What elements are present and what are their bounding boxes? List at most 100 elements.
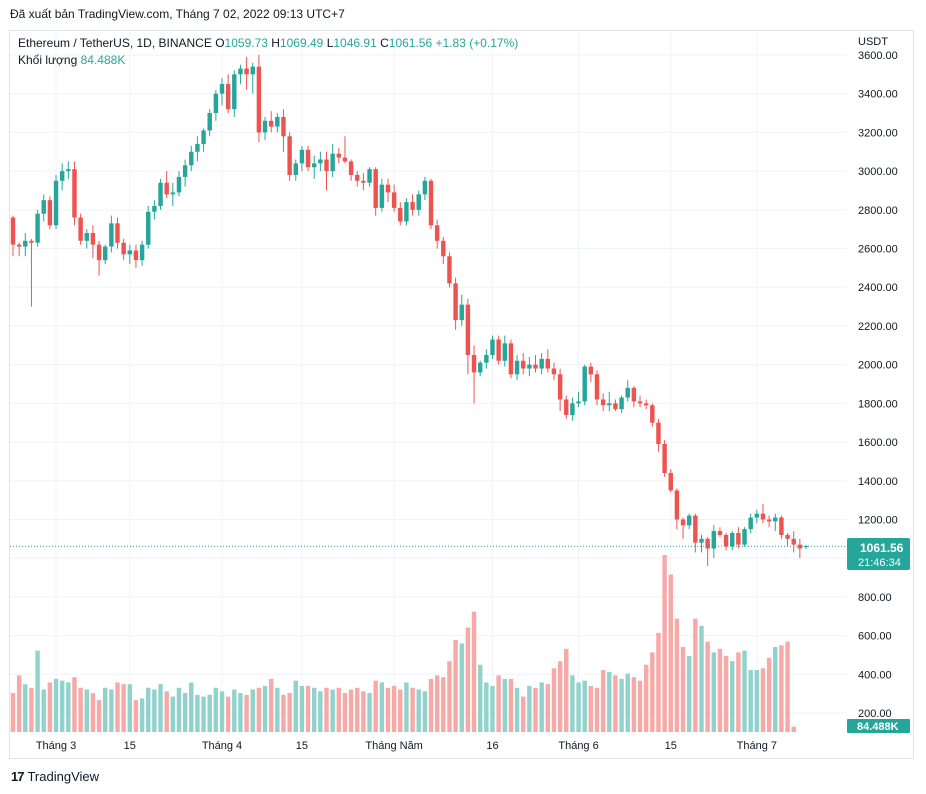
volume-bar xyxy=(336,687,342,732)
candle-body xyxy=(779,517,784,535)
volume-bar xyxy=(201,696,206,732)
candle-body xyxy=(373,169,378,208)
candle-body xyxy=(527,364,532,369)
candle-body xyxy=(477,362,483,373)
volume-bar xyxy=(158,684,163,732)
volume-bar xyxy=(90,693,96,732)
candle-body xyxy=(570,403,575,415)
candle-body xyxy=(281,116,286,137)
candle-body xyxy=(35,213,40,243)
volume-bar xyxy=(16,675,22,732)
volume-bar xyxy=(662,555,667,732)
candle-body xyxy=(582,366,587,402)
volume-bar xyxy=(250,689,255,732)
volume-bar xyxy=(631,677,637,732)
volume-bar xyxy=(760,668,766,732)
volume-bar xyxy=(680,647,686,732)
candle-body xyxy=(336,153,342,158)
volume-bar xyxy=(72,677,77,732)
volume-bar xyxy=(441,677,446,732)
candle-body xyxy=(201,130,206,145)
volume-bar xyxy=(564,648,569,732)
candle-body xyxy=(803,546,809,548)
candle-body xyxy=(115,223,120,243)
volume-bar xyxy=(730,661,735,732)
candle-body xyxy=(637,401,643,404)
candle-body xyxy=(576,401,581,404)
volume-bar xyxy=(693,618,698,732)
volume-bar xyxy=(379,682,385,732)
volume-bar xyxy=(330,689,335,732)
candle-body xyxy=(312,163,317,168)
volume-bar xyxy=(766,657,772,732)
tradingview-logo-icon: 17 xyxy=(11,769,25,784)
candle-body xyxy=(422,180,428,195)
price-tick-label: 600.00 xyxy=(858,631,892,643)
volume-value: 84.488K xyxy=(80,53,126,67)
volume-bar xyxy=(422,691,428,732)
volume-bar xyxy=(182,693,188,732)
high-value: 1069.49 xyxy=(279,36,324,50)
volume-bar xyxy=(656,632,661,732)
candle-body xyxy=(730,533,735,547)
candle-body xyxy=(139,244,145,261)
candle-body xyxy=(785,534,790,539)
volume-bar xyxy=(96,700,102,732)
volume-bar xyxy=(318,691,323,732)
volume-bar xyxy=(754,670,760,732)
time-tick-label: 15 xyxy=(665,740,677,752)
tradingview-logo[interactable]: 17 TradingView xyxy=(11,769,99,784)
candle-body xyxy=(109,223,114,247)
volume-bar xyxy=(373,680,378,732)
volume-bar xyxy=(391,685,397,732)
candle-body xyxy=(293,163,298,175)
candle-body xyxy=(318,159,323,164)
published-note: Đã xuất bản TradingView.com, Tháng 7 02,… xyxy=(10,7,345,21)
candle-body xyxy=(262,120,268,133)
volume-bar xyxy=(723,655,729,732)
last-price-tag[interactable]: 1061.56 21:46:34 xyxy=(847,538,910,570)
candle-body xyxy=(545,358,551,369)
price-tick-label: 2200.00 xyxy=(858,321,898,333)
bar-countdown: 21:46:34 xyxy=(858,557,901,569)
volume-bar xyxy=(545,684,551,732)
time-tick-label: 15 xyxy=(296,740,308,752)
volume-bar xyxy=(127,684,133,732)
volume-bar xyxy=(674,618,680,732)
volume-label[interactable]: Khối lượng xyxy=(18,53,78,67)
volume-bar xyxy=(133,700,139,732)
candle-body xyxy=(686,515,692,526)
candle-body xyxy=(484,354,489,363)
price-tick-label: 1800.00 xyxy=(858,398,898,410)
volume-bar xyxy=(152,689,157,732)
volume-bar xyxy=(268,678,274,732)
volume-bar xyxy=(238,693,243,732)
volume-bar xyxy=(410,687,415,732)
candle-body xyxy=(643,403,649,406)
candle-body xyxy=(10,217,16,245)
candle-body xyxy=(361,180,366,183)
candle-body xyxy=(238,68,243,75)
volume-bar xyxy=(686,655,692,732)
time-tick-label: 15 xyxy=(124,740,136,752)
volume-legend-row: Khối lượng 84.488K xyxy=(18,52,518,69)
volume-bar xyxy=(785,641,790,732)
candle-body xyxy=(459,304,464,321)
volume-bar xyxy=(293,680,298,732)
volume-bar xyxy=(502,678,507,732)
volume-bar xyxy=(66,682,71,732)
volume-bar xyxy=(600,670,606,732)
chart-frame[interactable] xyxy=(9,30,914,759)
candle-body xyxy=(717,531,723,535)
price-tick-label: 2000.00 xyxy=(858,360,898,372)
candle-body xyxy=(791,538,796,545)
candle-body xyxy=(16,244,22,247)
symbol-title[interactable]: Ethereum / TetherUS, 1D, BINANCE xyxy=(18,36,212,50)
volume-bar xyxy=(361,691,366,732)
close-value: 1061.56 xyxy=(388,36,433,50)
volume-bar xyxy=(312,687,317,732)
candle-body xyxy=(668,473,673,491)
volume-bar xyxy=(84,689,89,732)
volume-bar xyxy=(459,643,464,732)
